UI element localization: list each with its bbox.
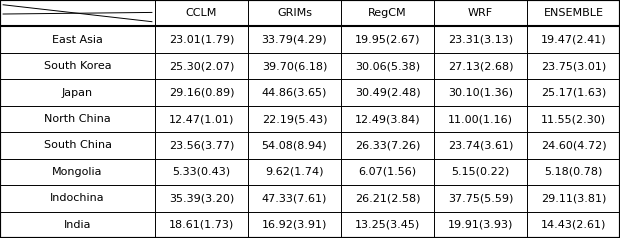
- Text: 30.10(1.36): 30.10(1.36): [448, 88, 513, 98]
- Text: 13.25(3.45): 13.25(3.45): [355, 220, 420, 230]
- Text: 19.91(3.93): 19.91(3.93): [448, 220, 513, 230]
- Text: 25.17(1.63): 25.17(1.63): [541, 88, 606, 98]
- Text: 30.06(5.38): 30.06(5.38): [355, 61, 420, 71]
- Text: 35.39(3.20): 35.39(3.20): [169, 193, 234, 203]
- Text: South Korea: South Korea: [43, 61, 112, 71]
- Text: 29.16(0.89): 29.16(0.89): [169, 88, 234, 98]
- Text: Mongolia: Mongolia: [52, 167, 103, 177]
- Text: 14.43(2.61): 14.43(2.61): [541, 220, 606, 230]
- Text: GRIMs: GRIMs: [277, 8, 312, 18]
- Text: 5.18(0.78): 5.18(0.78): [544, 167, 603, 177]
- Text: 26.21(2.58): 26.21(2.58): [355, 193, 420, 203]
- Text: 44.86(3.65): 44.86(3.65): [262, 88, 327, 98]
- Text: 23.31(3.13): 23.31(3.13): [448, 35, 513, 45]
- Text: East Asia: East Asia: [52, 35, 103, 45]
- Text: North China: North China: [44, 114, 111, 124]
- Text: Japan: Japan: [62, 88, 93, 98]
- Text: South China: South China: [43, 140, 112, 150]
- Text: 9.62(1.74): 9.62(1.74): [265, 167, 324, 177]
- Text: 25.30(2.07): 25.30(2.07): [169, 61, 234, 71]
- Text: 30.49(2.48): 30.49(2.48): [355, 88, 420, 98]
- Text: 5.15(0.22): 5.15(0.22): [451, 167, 510, 177]
- Text: 11.00(1.16): 11.00(1.16): [448, 114, 513, 124]
- Text: 27.13(2.68): 27.13(2.68): [448, 61, 513, 71]
- Text: CCLM: CCLM: [186, 8, 217, 18]
- Text: 26.33(7.26): 26.33(7.26): [355, 140, 420, 150]
- Text: 54.08(8.94): 54.08(8.94): [262, 140, 327, 150]
- Text: 22.19(5.43): 22.19(5.43): [262, 114, 327, 124]
- Text: Indochina: Indochina: [50, 193, 105, 203]
- Text: 37.75(5.59): 37.75(5.59): [448, 193, 513, 203]
- Text: 24.60(4.72): 24.60(4.72): [541, 140, 606, 150]
- Text: 12.47(1.01): 12.47(1.01): [169, 114, 234, 124]
- Text: RegCM: RegCM: [368, 8, 407, 18]
- Text: ENSEMBLE: ENSEMBLE: [544, 8, 603, 18]
- Text: 33.79(4.29): 33.79(4.29): [262, 35, 327, 45]
- Text: 18.61(1.73): 18.61(1.73): [169, 220, 234, 230]
- Text: India: India: [64, 220, 91, 230]
- Text: 16.92(3.91): 16.92(3.91): [262, 220, 327, 230]
- Text: 12.49(3.84): 12.49(3.84): [355, 114, 420, 124]
- Text: 19.47(2.41): 19.47(2.41): [541, 35, 606, 45]
- Text: 23.74(3.61): 23.74(3.61): [448, 140, 513, 150]
- Text: 39.70(6.18): 39.70(6.18): [262, 61, 327, 71]
- Text: 6.07(1.56): 6.07(1.56): [358, 167, 417, 177]
- Text: 5.33(0.43): 5.33(0.43): [172, 167, 231, 177]
- Text: 23.01(1.79): 23.01(1.79): [169, 35, 234, 45]
- Text: 19.95(2.67): 19.95(2.67): [355, 35, 420, 45]
- Text: 23.75(3.01): 23.75(3.01): [541, 61, 606, 71]
- Text: 29.11(3.81): 29.11(3.81): [541, 193, 606, 203]
- Text: 11.55(2.30): 11.55(2.30): [541, 114, 606, 124]
- Text: WRF: WRF: [468, 8, 493, 18]
- Text: 23.56(3.77): 23.56(3.77): [169, 140, 234, 150]
- Text: 47.33(7.61): 47.33(7.61): [262, 193, 327, 203]
